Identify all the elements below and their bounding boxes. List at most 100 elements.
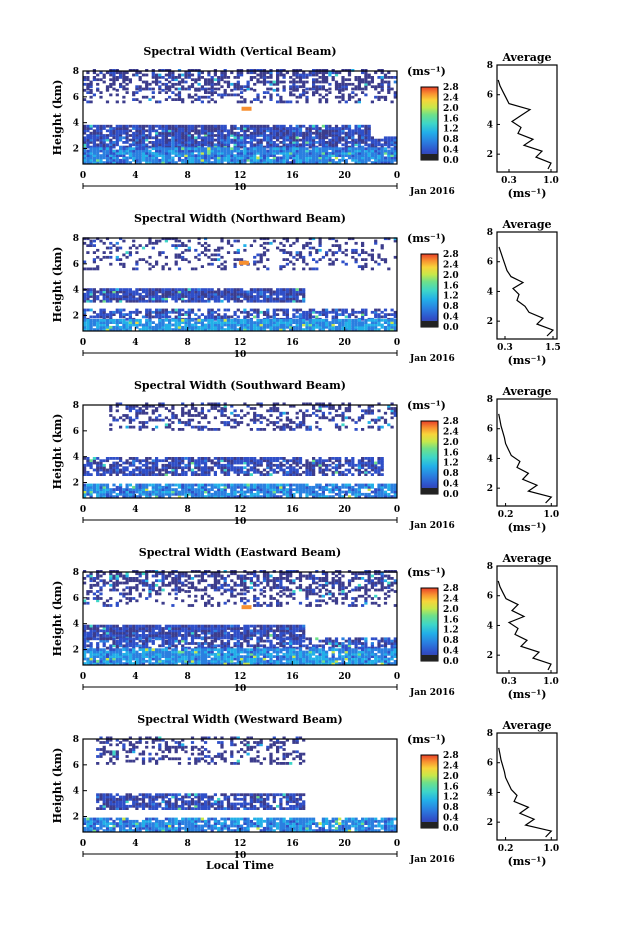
heatmap-cell-2 (308, 310, 312, 314)
heatmap-cell-1 (266, 295, 270, 298)
heatmap-cell-1 (390, 100, 394, 104)
heatmap-cell-4 (357, 156, 361, 160)
heatmap-cell-4 (168, 154, 172, 157)
heatmap-cell-4 (194, 156, 198, 160)
heatmap-cell-3 (285, 321, 289, 324)
heatmap-cell-2 (148, 308, 152, 312)
heatmap-cell-2 (230, 492, 234, 496)
heatmap-cell-0 (105, 71, 110, 75)
heatmap-cell-4 (380, 158, 384, 162)
heatmap-cell-0 (236, 421, 240, 424)
heatmap-cell-0 (194, 78, 198, 82)
heatmap-cell-0 (312, 411, 316, 415)
heatmap-cell-0 (370, 258, 374, 261)
heatmap-cell-0 (374, 421, 378, 424)
heatmap-cell-2 (305, 488, 309, 491)
heatmap-cell-0 (338, 85, 342, 89)
heatmap-cell-0 (380, 78, 384, 82)
heatmap-cell-2 (158, 483, 162, 487)
heatmap-cell-4 (128, 147, 132, 151)
heatmap-cell-4 (361, 156, 365, 160)
heatmap-cell-2 (197, 492, 201, 496)
heatmap-cell-3 (102, 328, 106, 331)
heatmap-cell-0 (112, 416, 116, 420)
heatmap-cell-3 (279, 321, 283, 324)
heatmap-cell-3 (230, 325, 234, 329)
heatmap-cell-2 (132, 310, 136, 314)
heatmap-cell-2 (86, 308, 90, 312)
heatmap-cell-4 (390, 149, 394, 153)
heatmap-cell-1 (377, 98, 381, 101)
heatmap-cell-1 (285, 459, 289, 463)
heatmap-cell-0 (102, 255, 106, 259)
heatmap-cell-2 (262, 134, 267, 137)
heatmap-cell-0 (377, 253, 381, 257)
heatmap-cell-2 (115, 134, 119, 137)
heatmap-cell-3 (155, 145, 159, 149)
heatmap-cell-0 (213, 253, 217, 257)
heatmap-cell-0 (119, 85, 123, 89)
heatmap-cell-1 (96, 295, 100, 298)
heatmap-cell-0 (393, 76, 397, 79)
heatmap-cell-4 (246, 151, 250, 155)
heatmap-cell-1 (115, 457, 119, 460)
heatmap-cell-0 (158, 404, 162, 408)
heatmap-cell-1 (318, 98, 322, 101)
heatmap-cell-0 (302, 82, 306, 86)
heatmap-cell-1 (341, 463, 345, 467)
heatmap-cell-1 (302, 295, 306, 298)
heatmap-cell-2 (292, 127, 296, 130)
heatmap-cell-0 (122, 71, 126, 75)
heatmap-cell-4 (361, 151, 365, 155)
heatmap-cell-2 (364, 495, 368, 498)
heatmap-cell-2 (105, 485, 110, 489)
heatmap-cell-2 (328, 131, 332, 135)
heatmap-cell-2 (393, 310, 397, 314)
heatmap-cell-1 (370, 459, 374, 463)
heatmap-cell-3 (151, 143, 155, 147)
heatmap-cell-1 (89, 295, 93, 298)
heatmap-cell-2 (92, 310, 96, 314)
heatmap-cell-1 (383, 98, 388, 101)
heatmap-cell-3 (302, 136, 306, 140)
heatmap-cell-0 (233, 414, 237, 417)
heatmap-cell-4 (308, 158, 312, 162)
heatmap-cell-1 (328, 468, 332, 472)
heatmap-cell-4 (357, 158, 361, 162)
heatmap-cell-4 (256, 156, 260, 160)
heatmap-cell-3 (243, 323, 247, 327)
heatmap-cell-1 (105, 290, 110, 294)
heatmap-cell-4 (96, 147, 100, 151)
heatmap-cell-0 (262, 246, 267, 250)
heatmap-cell-0 (119, 262, 123, 266)
heatmap-cell-4 (109, 161, 113, 164)
heatmap-cell-0 (338, 428, 342, 431)
heatmap-cell-0 (197, 253, 201, 257)
heatmap-cell-1 (194, 459, 198, 463)
heatmap-cell-1 (197, 295, 201, 298)
heatmap-cell-2 (347, 124, 352, 128)
heatmap-cell-0 (338, 246, 342, 250)
heatmap-cell-1 (236, 290, 240, 294)
heatmap-cell-2 (256, 488, 260, 491)
heatmap-cell-1 (321, 95, 325, 99)
heatmap-cell-1 (321, 470, 325, 474)
heatmap-cell-0 (367, 82, 371, 86)
heatmap-cell-1 (276, 466, 280, 470)
heatmap-cell-3 (249, 143, 253, 147)
heatmap-cell-4 (210, 149, 214, 153)
heatmap-cell-4 (347, 151, 352, 155)
heatmap-cell-4 (387, 161, 391, 164)
heatmap-cell-1 (344, 459, 348, 463)
heatmap-cell-1 (89, 288, 93, 291)
heatmap-cell-2 (207, 124, 211, 128)
heatmap-cell-2 (109, 495, 113, 498)
heatmap-cell-2 (145, 488, 149, 491)
heatmap-cell-3 (321, 321, 325, 324)
heatmap-cell-1 (200, 297, 204, 301)
heatmap-cell-2 (240, 490, 244, 494)
heatmap-cell-2 (367, 495, 371, 498)
heatmap-cell-2 (308, 134, 312, 137)
heatmap-cell-0 (393, 411, 397, 415)
heatmap-cell-3 (361, 138, 365, 142)
